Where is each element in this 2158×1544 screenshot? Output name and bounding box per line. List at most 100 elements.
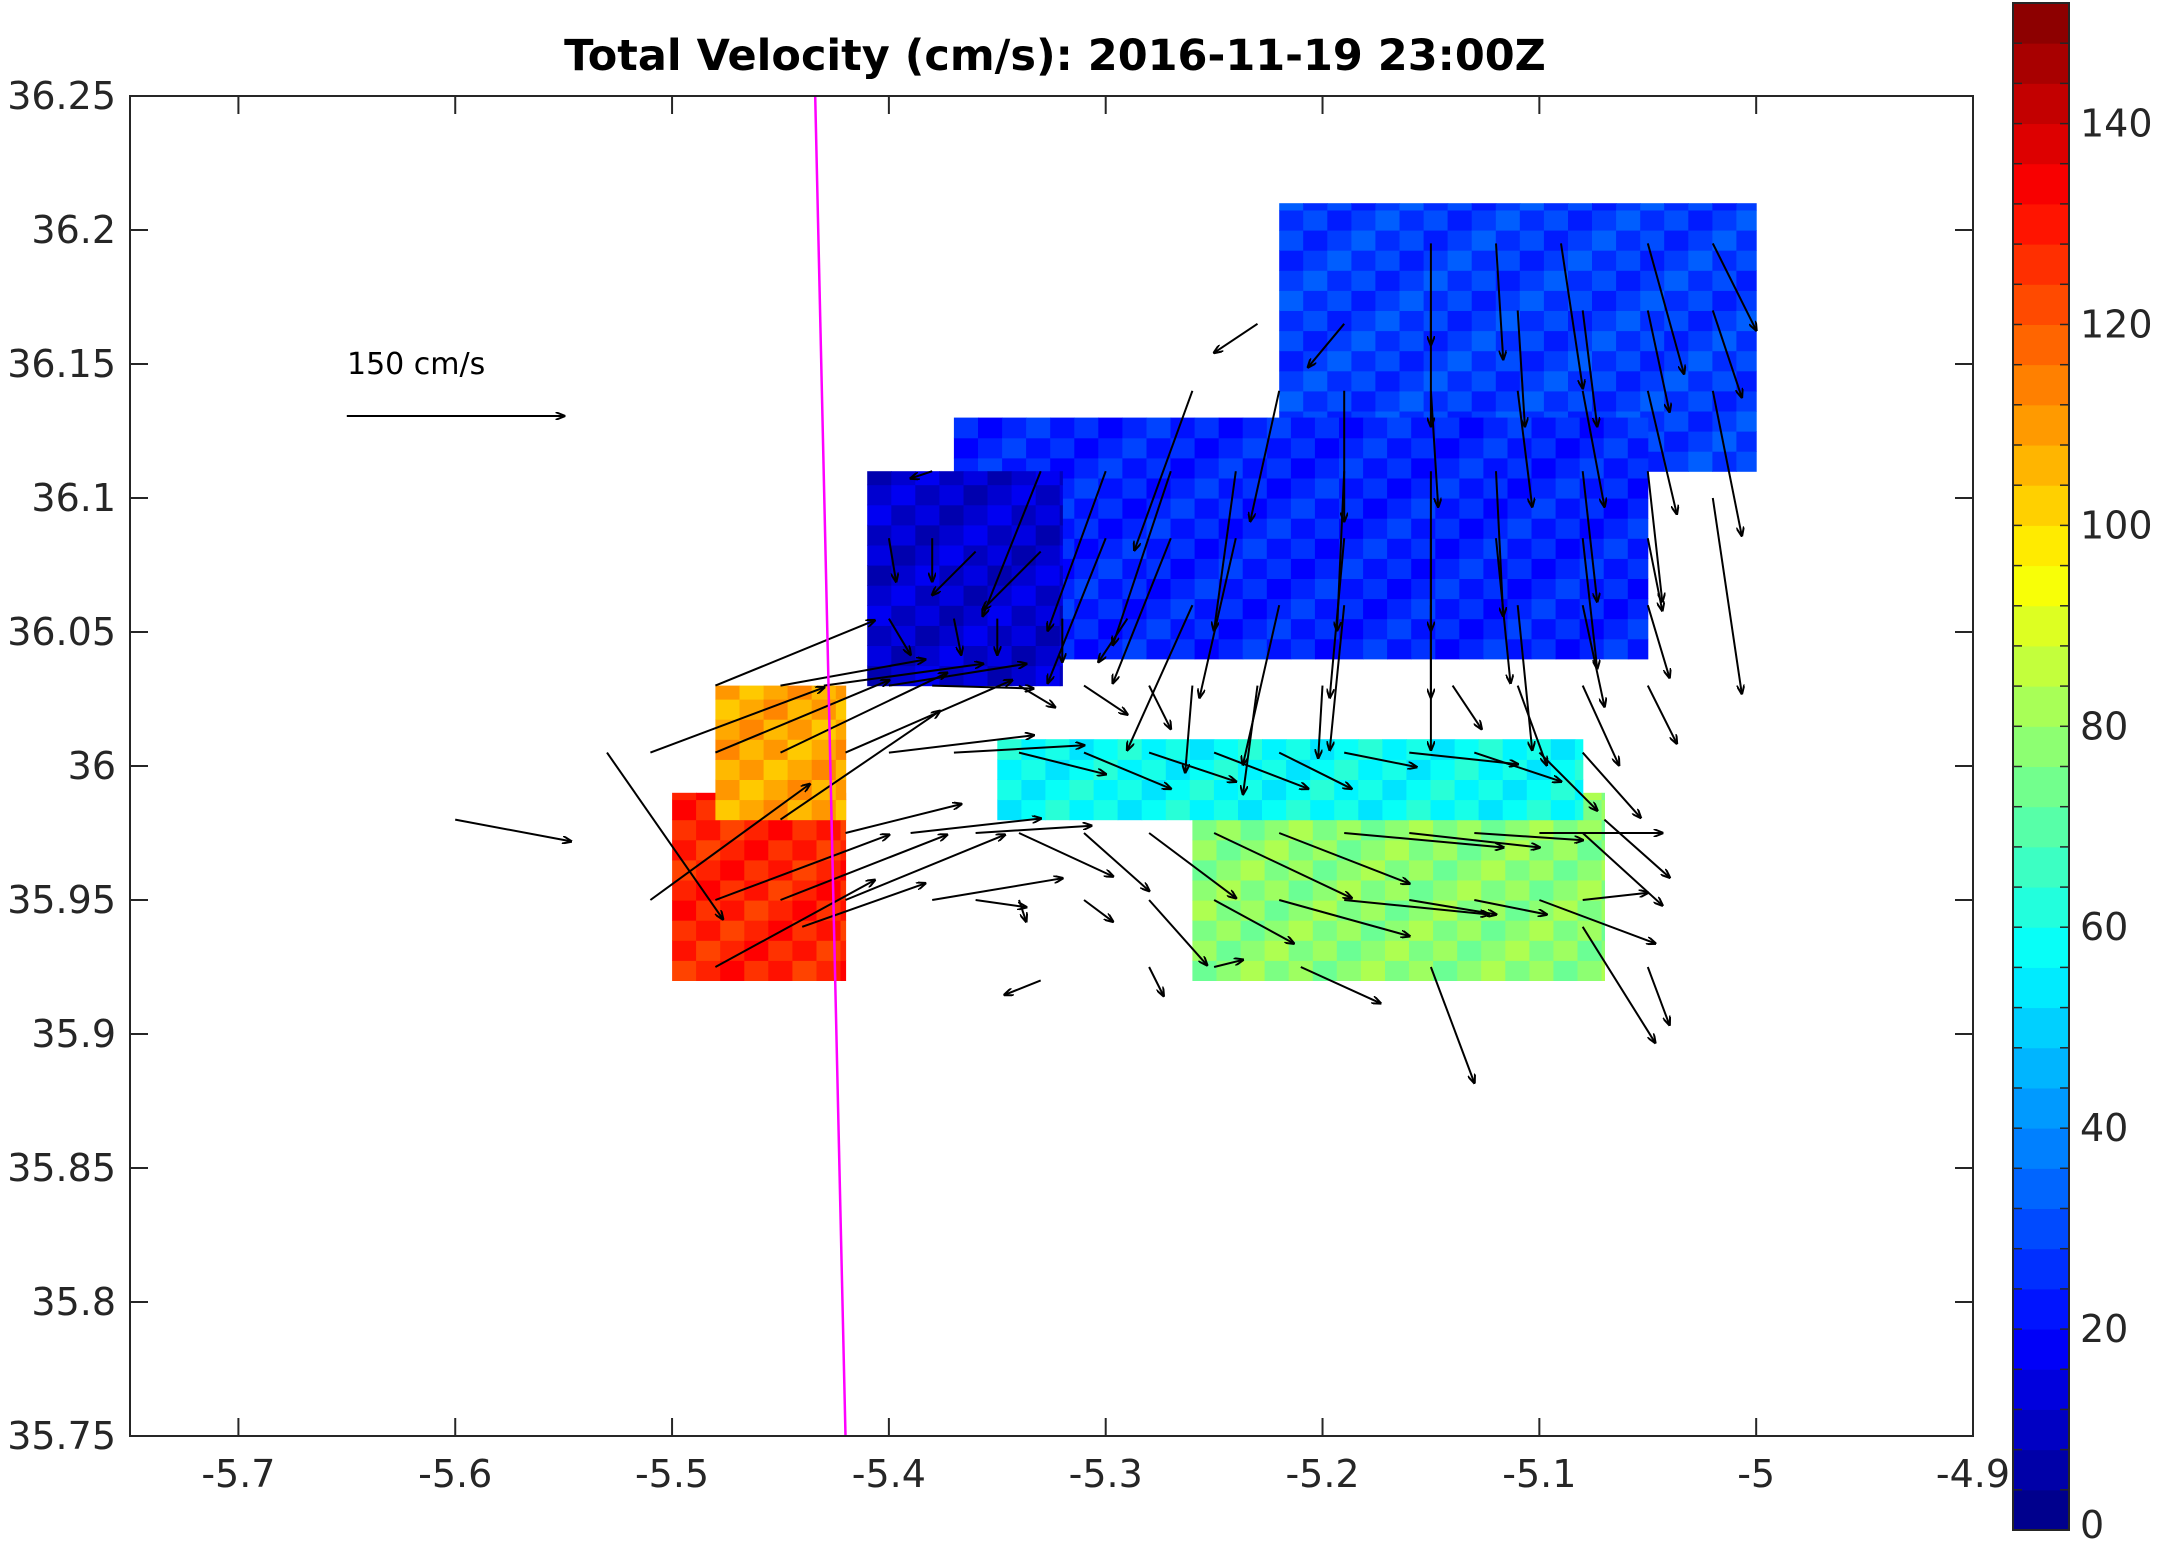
speed-cell [1290,457,1316,479]
velocity-arrow [952,618,961,655]
speed-cell [1194,417,1220,439]
speed-cell [1627,457,1649,479]
velocity-arrow [779,711,941,821]
speed-cell [768,879,793,901]
velocity-arrow [1148,751,1236,782]
speed-cell [1505,839,1530,861]
velocity-arrow [1646,243,1684,374]
speed-cell [963,565,989,586]
speed-cell [1495,270,1521,291]
speed-cell [1457,879,1482,901]
speed-cell [1290,417,1316,439]
speed-cell [1170,417,1196,439]
speed-cell [1170,457,1196,479]
speed-cell [1577,859,1603,881]
speed-cell [1059,544,1063,566]
speed-cell [1146,457,1172,479]
speed-cell [720,839,745,861]
speed-cell [1339,638,1364,660]
speed-cell [1592,230,1617,251]
velocity-arrow [1451,685,1482,730]
speed-cell [1664,410,1689,432]
speed-cell [1447,209,1473,231]
speed-cell [1601,960,1605,981]
speed-cell [1433,839,1458,861]
speed-cell [1543,230,1569,251]
speed-cell [715,719,741,740]
speed-cell [1122,558,1148,579]
speed-cell [835,779,847,801]
speed-cell [1314,638,1340,660]
speed-cell [1531,598,1557,620]
speed-cell [1382,799,1408,821]
speed-cell [1471,209,1497,231]
speed-cell [1146,437,1172,459]
speed-cell [1363,518,1388,539]
speed-cell [1290,598,1316,620]
speed-cell [1543,370,1569,392]
speed-cell [1507,538,1533,559]
colorbar-swatch [2013,485,2069,526]
speed-cell [1290,558,1316,579]
speed-cell [1555,417,1581,439]
speed-cell [1553,859,1579,881]
speed-cell [696,819,721,841]
speed-cell [1553,879,1579,901]
velocity-arrow [1581,926,1656,1043]
speed-cell [1122,437,1148,459]
speed-cell [1339,538,1364,559]
speed-cell [1736,370,1757,392]
speed-cell [915,645,940,667]
speed-cell [1447,290,1473,311]
speed-cell [1290,638,1316,660]
speed-cell [1495,209,1521,231]
colorbar-swatch [2013,1449,2069,1491]
speed-cell [1495,290,1521,311]
speed-cell [672,900,697,921]
speed-cell [1543,350,1569,372]
colorbar-tick-label: 120 [2080,303,2153,347]
speed-cell [1011,471,1037,486]
speed-cell [768,819,793,841]
speed-cell [1447,390,1473,412]
speed-cell [1531,477,1557,499]
velocity-arrow [1344,751,1417,768]
speed-cell [915,625,940,646]
speed-cell [963,471,989,486]
speed-cell [1290,437,1316,459]
speed-cell [1286,739,1311,760]
colorbar-swatch [2013,1409,2069,1451]
speed-cell [1264,879,1290,901]
speed-cell [1603,538,1629,559]
colorbar-swatch [2013,726,2069,767]
colorbar-swatch [2013,404,2069,446]
speed-cell [1688,230,1713,251]
speed-cell [792,940,818,961]
speed-cell [1358,759,1383,780]
speed-cell [1303,230,1328,251]
speed-cell [1387,638,1412,660]
speed-cell [1712,451,1738,472]
speed-cell [1483,638,1509,660]
speed-cell [720,960,745,981]
speed-cell [1351,330,1377,352]
speed-cell [787,685,813,700]
speed-cell [1601,859,1605,881]
speed-cell [1334,739,1359,760]
colorbar-swatch [2013,244,2069,285]
speed-cell [1170,558,1196,579]
velocity-arrow [1113,537,1172,683]
speed-cell [939,524,965,546]
speed-cell [1194,518,1220,539]
speed-cell [1627,618,1649,640]
velocity-arrow [1646,310,1670,412]
colorbar: 0 20 40 60 80 100 120 140 [2012,2,2153,1544]
speed-cell [1351,270,1377,291]
speed-cell [1336,940,1362,961]
speed-cell [1310,759,1335,780]
speed-cell [1059,471,1063,486]
speed-cell [835,699,847,720]
speed-cell [1165,779,1191,801]
speed-cell [1339,618,1364,640]
speed-cell [1688,410,1713,432]
